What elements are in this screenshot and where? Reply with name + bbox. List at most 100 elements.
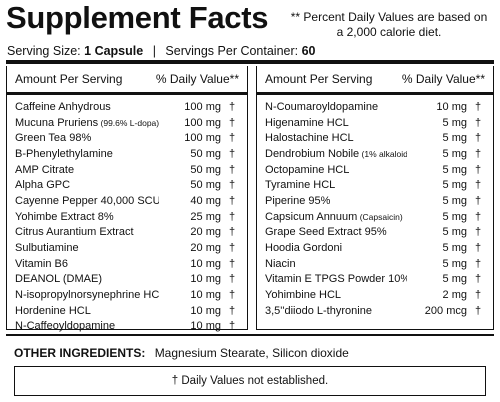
daily-value-header: % Daily Value**	[401, 72, 485, 86]
ingredient-row: Capsicum Annuum (Capsaicin) 5 mg †	[265, 209, 489, 225]
daily-value-mark: †	[228, 116, 236, 129]
column-header-divider	[257, 92, 493, 95]
ingredient-name: Yohimbine HCL	[265, 289, 342, 302]
daily-value-mark: †	[228, 163, 236, 176]
ingredient-amount: 20 mg	[190, 226, 221, 239]
ingredient-qualifier: (99.6% L-dopa)	[98, 117, 159, 128]
ingredient-name: Green Tea 98%	[15, 132, 92, 145]
ingredient-amount: 5 mg	[442, 147, 467, 160]
ingredient-amount: 5 mg	[442, 242, 467, 255]
ingredient-amount: 5 mg	[442, 163, 467, 176]
ingredient-name: Halostachine HCL	[265, 132, 354, 145]
ingredient-row: Niacin 5 mg †	[265, 256, 489, 272]
ingredient-amount: 100 mg	[184, 100, 221, 113]
ingredient-row: Octopamine HCL 5 mg †	[265, 162, 489, 178]
servings-per-container-value: 60	[301, 44, 316, 58]
daily-value-mark: †	[474, 257, 482, 270]
ingredient-amount: 200 mcg	[424, 304, 467, 317]
daily-value-header: % Daily Value**	[155, 72, 239, 86]
daily-value-mark: †	[474, 163, 482, 176]
column-header-divider	[7, 92, 247, 95]
ingredient-name: Cayenne Pepper 40,000 SCU	[15, 194, 159, 207]
ingredient-name: Vitamin B6	[15, 257, 68, 270]
daily-value-mark: †	[474, 132, 482, 145]
ingredient-row: Higenamine HCL 5 mg †	[265, 115, 489, 131]
ingredient-row: N-Coumaroyldopamine 10 mg †	[265, 99, 489, 115]
daily-value-mark: †	[474, 273, 482, 286]
ingredient-row: Vitamin E TPGS Powder 10% 5 mg †	[265, 272, 489, 288]
daily-value-mark: †	[228, 289, 236, 302]
ingredient-amount: 5 mg	[442, 194, 467, 207]
daily-value-mark: †	[228, 320, 236, 333]
daily-value-mark: †	[474, 242, 482, 255]
ingredient-row: Alpha GPC 50 mg †	[15, 177, 243, 193]
ingredient-name: Mucuna Pruriens (99.6% L-dopa)	[15, 116, 159, 129]
ingredient-amount: 40 mg	[190, 194, 221, 207]
ingredient-amount: 5 mg	[442, 210, 467, 223]
ingredient-qualifier: (1% alkaloids)	[361, 148, 407, 159]
daily-value-mark: †	[228, 100, 236, 113]
panel-title: Supplement Facts	[6, 0, 269, 35]
daily-value-mark: †	[228, 132, 236, 145]
ingredient-name: DEANOL (DMAE)	[15, 273, 102, 286]
daily-value-mark: †	[228, 210, 236, 223]
serving-separator: |	[152, 44, 156, 58]
daily-value-mark: †	[474, 116, 482, 129]
servings-per-container-label: Servings Per Container:	[165, 44, 299, 58]
ingredient-row: Tyramine HCL 5 mg †	[265, 177, 489, 193]
ingredient-name: Higenamine HCL	[265, 116, 349, 129]
ingredient-row: Dendrobium Nobile (1% alkaloids) 5 mg †	[265, 146, 489, 162]
ingredient-amount: 20 mg	[190, 242, 221, 255]
ingredient-name: N-Caffeoyldopamine	[15, 320, 116, 333]
ingredient-row: Sulbutiamine 20 mg †	[15, 240, 243, 256]
daily-value-mark: †	[474, 194, 482, 207]
right-column-header: Amount Per Serving % Daily Value**	[265, 72, 485, 88]
ingredient-name: Piperine 95%	[265, 194, 331, 207]
ingredient-amount: 2 mg	[442, 289, 467, 302]
daily-value-mark: †	[228, 273, 236, 286]
ingredient-amount: 5 mg	[442, 179, 467, 192]
ingredient-amount: 25 mg	[190, 210, 221, 223]
daily-value-mark: †	[228, 242, 236, 255]
ingredient-name: Caffeine Anhydrous	[15, 100, 111, 113]
right-ingredient-column: Amount Per Serving % Daily Value** N-Cou…	[256, 66, 494, 330]
ingredient-row: Vitamin B6 10 mg †	[15, 256, 243, 272]
ingredient-row: B-Phenylethylamine 50 mg †	[15, 146, 243, 162]
daily-value-footnote: † Daily Values not established.	[171, 375, 329, 387]
daily-value-mark: †	[228, 194, 236, 207]
daily-value-mark: †	[474, 304, 482, 317]
ingredient-name: Tyramine HCL	[265, 179, 336, 192]
ingredient-amount: 5 mg	[442, 116, 467, 129]
ingredient-amount: 5 mg	[442, 273, 467, 286]
ingredient-name: Dendrobium Nobile (1% alkaloids)	[265, 148, 407, 160]
ingredient-name: Citrus Aurantium Extract	[15, 226, 134, 239]
right-ingredient-list: N-Coumaroyldopamine 10 mg † Higenamine HCL 5…	[265, 99, 489, 319]
ingredient-qualifier: (Capsaicin)	[357, 211, 403, 222]
ingredient-name: Hoodia Gordoni	[265, 242, 343, 255]
ingredient-row: Halostachine HCL 5 mg †	[265, 130, 489, 146]
ingredient-row: N-isopropylnorsynephrine HCL 10 mg †	[15, 287, 243, 303]
ingredient-name: Hordenine HCL	[15, 304, 91, 317]
other-ingredients: OTHER INGREDIENTS: Magnesium Stearate, S…	[14, 346, 349, 360]
left-ingredient-list: Caffeine Anhydrous 100 mg † Mucuna Pruriens…	[15, 99, 243, 334]
daily-value-mark: †	[228, 147, 236, 160]
daily-value-mark: †	[474, 289, 482, 302]
daily-value-mark: †	[228, 304, 236, 317]
ingredient-name: Alpha GPC	[15, 179, 71, 192]
ingredient-name: AMP Citrate	[15, 163, 75, 176]
ingredient-row: 3,5''diiodo L-thyronine 200 mcg †	[265, 303, 489, 319]
daily-value-mark: †	[228, 257, 236, 270]
ingredient-amount: 10 mg	[436, 100, 467, 113]
ingredient-amount: 50 mg	[190, 163, 221, 176]
ingredient-amount: 100 mg	[184, 116, 221, 129]
ingredient-amount: 50 mg	[190, 179, 221, 192]
ingredient-name: Vitamin E TPGS Powder 10%	[265, 273, 407, 286]
ingredient-row: Caffeine Anhydrous 100 mg †	[15, 99, 243, 115]
other-ingredients-label: OTHER INGREDIENTS:	[14, 346, 146, 360]
amount-header: Amount Per Serving	[15, 72, 123, 86]
daily-value-mark: †	[474, 179, 482, 192]
daily-value-mark: †	[474, 147, 482, 160]
supplement-facts-panel: Supplement Facts ** Percent Daily Values…	[6, 0, 494, 398]
ingredient-amount: 10 mg	[190, 320, 221, 333]
ingredient-amount: 5 mg	[442, 226, 467, 239]
